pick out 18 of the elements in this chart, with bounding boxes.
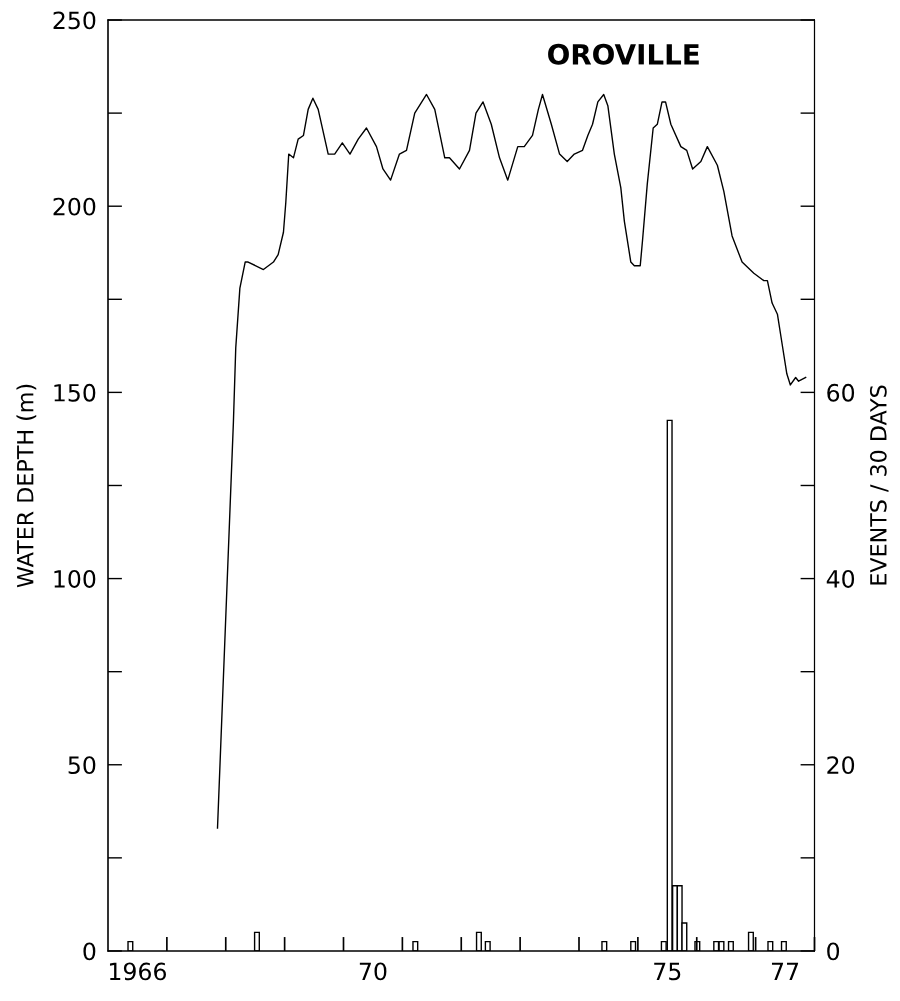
y-tick-label: 200 bbox=[53, 197, 96, 216]
y-axis-title: WATER DEPTH (m) bbox=[16, 384, 37, 588]
y-tick-label: 100 bbox=[54, 570, 96, 588]
y-tick-label: 50 bbox=[68, 756, 96, 775]
x-tick-label: 1966 bbox=[109, 962, 166, 981]
y-tick-label: 150 bbox=[54, 383, 96, 402]
x-tick-label: 77 bbox=[771, 962, 799, 980]
y2-tick-label: 0 bbox=[827, 942, 840, 961]
y-tick-label: 0 bbox=[83, 942, 96, 961]
y-tick-label: 250 bbox=[53, 11, 96, 30]
y2-axis-title: EVENTS / 30 DAYS bbox=[869, 385, 889, 585]
text: OROVILLE bbox=[548, 43, 699, 65]
x-tick-label: 75 bbox=[654, 962, 681, 981]
y2-tick-label: 60 bbox=[827, 383, 855, 402]
line-series bbox=[216, 93, 807, 829]
x-tick-label: 70 bbox=[359, 962, 387, 981]
y2-tick-label: 40 bbox=[826, 570, 855, 588]
y2-tick-label: 20 bbox=[827, 756, 855, 775]
